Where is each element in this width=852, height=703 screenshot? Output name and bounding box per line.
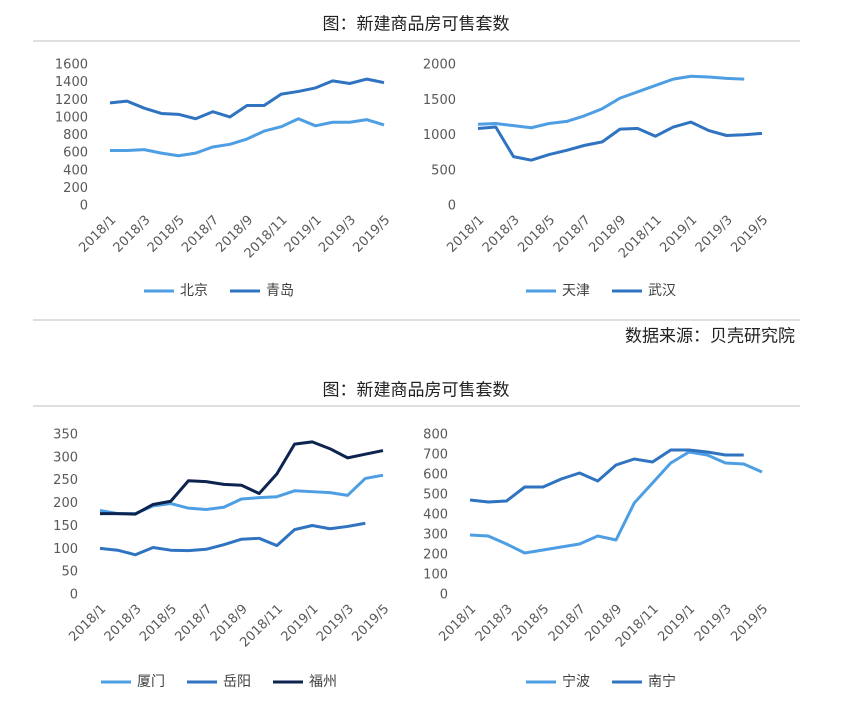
x-tick-label: 2019/1 bbox=[657, 213, 700, 256]
y-tick-label: 350 bbox=[53, 428, 78, 443]
line-series bbox=[469, 450, 763, 555]
y-tick-label: 200 bbox=[63, 181, 88, 196]
x-tick-label: 2018/7 bbox=[179, 213, 222, 256]
x-tick-label: 2018/3 bbox=[473, 602, 516, 645]
x-tick-label: 2018/1 bbox=[76, 213, 119, 256]
x-tick-label: 2018/5 bbox=[515, 213, 558, 256]
x-tick-label: 2019/1 bbox=[279, 602, 322, 645]
figure-title: 图：新建商品房可售套数 bbox=[323, 381, 510, 401]
legend-label: 福州 bbox=[309, 674, 337, 690]
line-series bbox=[110, 117, 385, 158]
y-tick-label: 200 bbox=[423, 548, 448, 563]
legend-label: 南宁 bbox=[648, 673, 676, 690]
x-tick-label: 2018/7 bbox=[172, 602, 215, 645]
line-series bbox=[477, 74, 745, 130]
y-tick-label: 1000 bbox=[423, 128, 456, 143]
x-tick-label: 2018/7 bbox=[546, 602, 589, 645]
line-series bbox=[469, 448, 744, 504]
x-tick-label: 2018/5 bbox=[145, 213, 188, 256]
x-tick-label: 2019/3 bbox=[692, 602, 735, 645]
legend-label: 青岛 bbox=[266, 283, 294, 299]
y-tick-label: 700 bbox=[423, 448, 448, 463]
y-tick-label: 600 bbox=[63, 146, 88, 161]
x-tick-label: 2019/3 bbox=[316, 213, 359, 256]
y-tick-label: 100 bbox=[423, 568, 448, 583]
legend-label: 宁波 bbox=[562, 673, 590, 690]
x-tick-label: 2019/3 bbox=[693, 213, 736, 256]
x-tick-label: 2018/3 bbox=[111, 213, 154, 256]
y-tick-label: 0 bbox=[80, 199, 88, 214]
line-series bbox=[477, 120, 763, 162]
line-series bbox=[100, 440, 384, 516]
x-tick-label: 2019/5 bbox=[728, 602, 771, 645]
y-tick-label: 400 bbox=[63, 163, 88, 178]
y-tick-label: 300 bbox=[53, 450, 78, 465]
legend-label: 天津 bbox=[562, 283, 590, 299]
x-tick-label: 2019/3 bbox=[314, 602, 357, 645]
y-tick-label: 0 bbox=[70, 588, 78, 603]
legend-label: 北京 bbox=[180, 283, 208, 299]
x-tick-label: 2018/5 bbox=[509, 602, 552, 645]
y-tick-label: 250 bbox=[53, 473, 78, 488]
y-tick-label: 1400 bbox=[55, 75, 88, 90]
figure-title: 图：新建商品房可售套数 bbox=[323, 15, 510, 35]
y-tick-label: 0 bbox=[448, 199, 456, 214]
y-tick-label: 1600 bbox=[55, 58, 88, 73]
y-tick-label: 50 bbox=[61, 565, 78, 580]
y-tick-label: 100 bbox=[53, 542, 78, 557]
x-tick-label: 2019/1 bbox=[655, 602, 698, 645]
source: 数据来源：贝壳研究院 bbox=[625, 327, 795, 347]
legend-label: 厦门 bbox=[137, 674, 165, 690]
line-series bbox=[99, 473, 384, 516]
x-tick-label: 2018/7 bbox=[551, 213, 594, 256]
y-tick-label: 800 bbox=[423, 428, 448, 443]
y-tick-label: 400 bbox=[423, 508, 448, 523]
y-tick-label: 300 bbox=[423, 528, 448, 543]
y-tick-label: 500 bbox=[423, 488, 448, 503]
x-tick-label: 2019/5 bbox=[728, 213, 771, 256]
x-tick-label: 2019/5 bbox=[349, 602, 392, 645]
x-tick-label: 2018/1 bbox=[444, 213, 487, 256]
line-series bbox=[99, 521, 366, 557]
y-tick-label: 1500 bbox=[423, 93, 456, 108]
x-tick-label: 2018/1 bbox=[436, 602, 479, 645]
x-tick-label: 2018/5 bbox=[137, 602, 180, 645]
y-tick-label: 0 bbox=[440, 588, 448, 603]
y-tick-label: 600 bbox=[423, 468, 448, 483]
x-tick-label: 2019/1 bbox=[282, 213, 325, 256]
y-tick-label: 200 bbox=[53, 496, 78, 511]
x-tick-label: 2018/1 bbox=[66, 602, 109, 645]
legend-label: 武汉 bbox=[648, 283, 676, 299]
x-tick-label: 2018/3 bbox=[480, 213, 523, 256]
y-tick-label: 1000 bbox=[55, 110, 88, 125]
y-tick-label: 800 bbox=[63, 128, 88, 143]
line-series bbox=[109, 77, 385, 121]
legend-label: 岳阳 bbox=[223, 674, 251, 690]
y-tick-label: 2000 bbox=[423, 58, 456, 73]
y-tick-label: 1200 bbox=[55, 93, 88, 108]
x-tick-label: 2019/5 bbox=[350, 213, 393, 256]
y-tick-label: 500 bbox=[431, 163, 456, 178]
x-tick-label: 2018/3 bbox=[102, 602, 145, 645]
y-tick-label: 150 bbox=[53, 519, 78, 534]
